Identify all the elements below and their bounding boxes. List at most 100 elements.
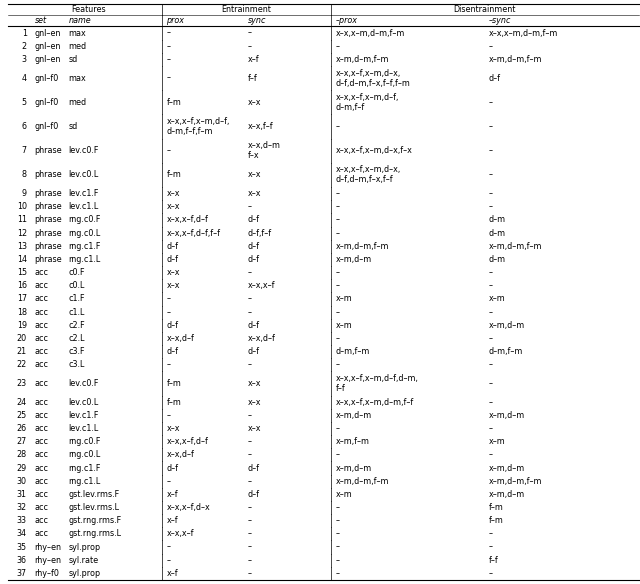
Text: d–f: d–f xyxy=(166,347,179,356)
Text: set: set xyxy=(35,16,47,25)
Text: sync: sync xyxy=(248,16,266,25)
Text: d–f: d–f xyxy=(248,321,260,330)
Text: 7: 7 xyxy=(22,146,27,155)
Text: syl.prop: syl.prop xyxy=(68,569,100,578)
Text: –: – xyxy=(248,308,252,317)
Text: 3: 3 xyxy=(22,55,27,64)
Text: –: – xyxy=(489,529,493,538)
Text: Features: Features xyxy=(71,5,106,14)
Text: d–f: d–f xyxy=(248,255,260,264)
Text: 6: 6 xyxy=(22,122,27,131)
Text: x–x: x–x xyxy=(248,398,261,406)
Text: f–m: f–m xyxy=(166,398,181,406)
Text: x–m,d–m,f–m: x–m,d–m,f–m xyxy=(335,55,389,64)
Text: c3.F: c3.F xyxy=(68,347,85,356)
Text: x–m,d–m: x–m,d–m xyxy=(489,464,525,472)
Text: –: – xyxy=(489,268,493,277)
Text: rhy–en: rhy–en xyxy=(35,543,61,551)
Text: x–m: x–m xyxy=(489,294,506,304)
Text: –: – xyxy=(248,411,252,420)
Text: 13: 13 xyxy=(17,242,27,251)
Text: –: – xyxy=(166,55,170,64)
Text: x–x,x–m,d–m,f–m: x–x,x–m,d–m,f–m xyxy=(489,29,558,37)
Text: x–m: x–m xyxy=(335,321,352,330)
Text: gst.lev.rms.L: gst.lev.rms.L xyxy=(68,503,120,512)
Text: rng.c1.F: rng.c1.F xyxy=(68,464,101,472)
Text: x–x,d–f: x–x,d–f xyxy=(166,334,195,343)
Text: –: – xyxy=(335,281,339,290)
Text: 5: 5 xyxy=(22,98,27,107)
Text: –: – xyxy=(248,503,252,512)
Text: x–m,d–m: x–m,d–m xyxy=(489,411,525,420)
Text: x–x,x–f,d–f,f–f: x–x,x–f,d–f,f–f xyxy=(166,229,220,238)
Text: x–m,d–m,f–m: x–m,d–m,f–m xyxy=(489,242,543,251)
Text: acc: acc xyxy=(35,411,49,420)
Text: d–f,f–f: d–f,f–f xyxy=(248,229,272,238)
Text: phrase: phrase xyxy=(35,202,62,211)
Text: –: – xyxy=(248,268,252,277)
Text: x–m,f–m: x–m,f–m xyxy=(335,437,369,446)
Text: –: – xyxy=(248,437,252,446)
Text: –: – xyxy=(248,555,252,565)
Text: gnl–f0: gnl–f0 xyxy=(35,122,59,131)
Text: d–m: d–m xyxy=(489,255,506,264)
Text: –: – xyxy=(166,294,170,304)
Text: x–x: x–x xyxy=(166,281,180,290)
Text: phrase: phrase xyxy=(35,146,62,155)
Text: –: – xyxy=(489,41,493,51)
Text: –: – xyxy=(489,98,493,107)
Text: –: – xyxy=(248,450,252,460)
Text: 17: 17 xyxy=(17,294,27,304)
Text: acc: acc xyxy=(35,490,49,499)
Text: rng.c0.L: rng.c0.L xyxy=(68,450,100,460)
Text: acc: acc xyxy=(35,464,49,472)
Text: 23: 23 xyxy=(17,379,27,388)
Text: –: – xyxy=(335,41,339,51)
Text: –: – xyxy=(489,398,493,406)
Text: x–x: x–x xyxy=(166,202,180,211)
Text: x–x,x–f,x–m,d–m,f–f: x–x,x–f,x–m,d–m,f–f xyxy=(335,398,413,406)
Text: lev.c1.L: lev.c1.L xyxy=(68,202,99,211)
Text: sd: sd xyxy=(68,122,77,131)
Text: –: – xyxy=(248,202,252,211)
Text: d–f: d–f xyxy=(166,464,179,472)
Text: x–x,f–f: x–x,f–f xyxy=(248,122,273,131)
Text: d–f: d–f xyxy=(166,321,179,330)
Text: lev.c1.F: lev.c1.F xyxy=(68,189,99,198)
Text: acc: acc xyxy=(35,360,49,369)
Text: –: – xyxy=(166,360,170,369)
Text: f–m: f–m xyxy=(166,379,181,388)
Text: –: – xyxy=(248,516,252,525)
Text: acc: acc xyxy=(35,379,49,388)
Text: 30: 30 xyxy=(17,477,27,486)
Text: x–x: x–x xyxy=(166,268,180,277)
Text: d–f: d–f xyxy=(248,242,260,251)
Text: –: – xyxy=(489,334,493,343)
Text: acc: acc xyxy=(35,347,49,356)
Text: x–f: x–f xyxy=(166,516,178,525)
Text: lev.c1.L: lev.c1.L xyxy=(68,424,99,433)
Text: 15: 15 xyxy=(17,268,27,277)
Text: 29: 29 xyxy=(17,464,27,472)
Text: c1.F: c1.F xyxy=(68,294,85,304)
Text: x–x,x–f: x–x,x–f xyxy=(166,529,194,538)
Text: Entrainment: Entrainment xyxy=(221,5,271,14)
Text: 28: 28 xyxy=(17,450,27,460)
Text: x–f: x–f xyxy=(166,490,178,499)
Text: 9: 9 xyxy=(22,189,27,198)
Text: 1: 1 xyxy=(22,29,27,37)
Text: x–x,x–f,x–m,d–x,
d–f,d–m,f–x,f–f,f–m: x–x,x–f,x–m,d–x, d–f,d–m,f–x,f–f,f–m xyxy=(335,68,410,88)
Text: –: – xyxy=(248,477,252,486)
Text: –: – xyxy=(489,171,493,179)
Text: syl.prop: syl.prop xyxy=(68,543,100,551)
Text: –: – xyxy=(166,74,170,82)
Text: x–x,x–f,d–x: x–x,x–f,d–x xyxy=(166,503,210,512)
Text: x–x,d–m
f–x: x–x,d–m f–x xyxy=(248,141,281,160)
Text: 31: 31 xyxy=(17,490,27,499)
Text: –: – xyxy=(335,360,339,369)
Text: –: – xyxy=(489,146,493,155)
Text: rng.c1.F: rng.c1.F xyxy=(68,242,101,251)
Text: x–m,d–m: x–m,d–m xyxy=(489,490,525,499)
Text: x–x,d–f: x–x,d–f xyxy=(166,450,195,460)
Text: x–x,x–f,x–m,d–f,
d–m,f–f: x–x,x–f,x–m,d–f, d–m,f–f xyxy=(335,93,399,112)
